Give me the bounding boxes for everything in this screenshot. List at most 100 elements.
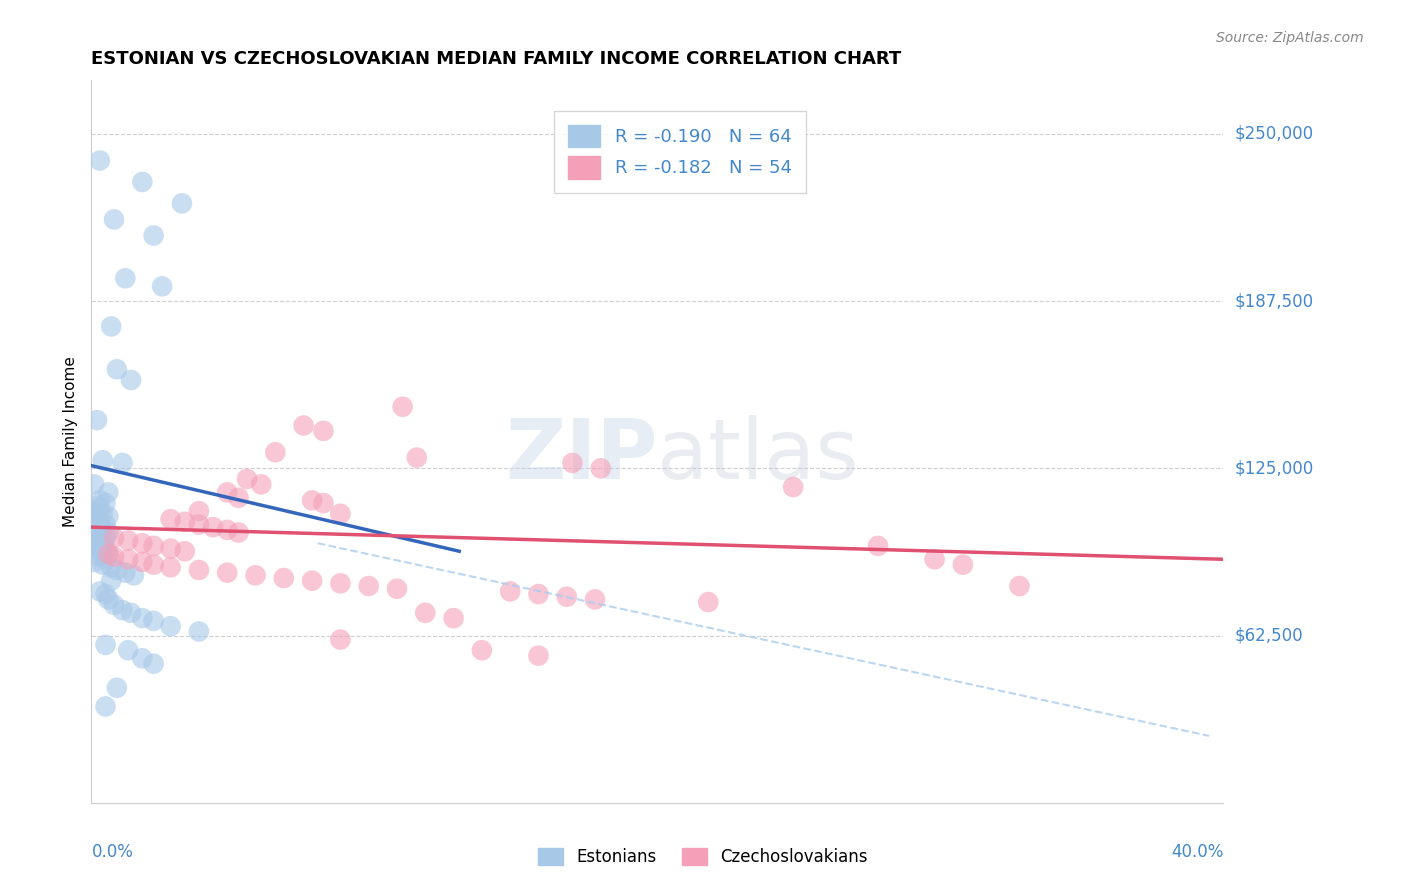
Point <box>159 619 181 633</box>
Point <box>312 496 335 510</box>
Point <box>173 544 195 558</box>
Point <box>217 523 239 537</box>
Point <box>329 576 352 591</box>
Point <box>159 512 181 526</box>
Text: ZIP: ZIP <box>505 416 657 497</box>
Point <box>89 153 111 168</box>
Point <box>103 212 125 227</box>
Point <box>187 563 209 577</box>
Point <box>924 552 946 566</box>
Point <box>83 539 105 553</box>
Point <box>236 472 259 486</box>
Point <box>561 456 583 470</box>
Text: ESTONIAN VS CZECHOSLOVAKIAN MEDIAN FAMILY INCOME CORRELATION CHART: ESTONIAN VS CZECHOSLOVAKIAN MEDIAN FAMIL… <box>91 50 901 68</box>
Point <box>97 485 120 500</box>
Point <box>245 568 267 582</box>
Point <box>782 480 804 494</box>
Point <box>866 539 889 553</box>
Point <box>86 512 108 526</box>
Point <box>187 624 209 639</box>
Point <box>83 555 105 569</box>
Point <box>264 445 287 459</box>
Point <box>292 418 315 433</box>
Y-axis label: Median Family Income: Median Family Income <box>63 356 79 527</box>
Point <box>89 515 111 529</box>
Point <box>471 643 494 657</box>
Point <box>329 507 352 521</box>
Point <box>555 590 578 604</box>
Text: $250,000: $250,000 <box>1234 125 1313 143</box>
Point <box>142 657 165 671</box>
Point <box>228 525 250 540</box>
Point <box>83 477 105 491</box>
Point <box>94 552 117 566</box>
Point <box>170 196 193 211</box>
Point <box>94 517 117 532</box>
Point <box>187 517 209 532</box>
Point <box>150 279 173 293</box>
Point <box>131 175 153 189</box>
Point <box>111 603 134 617</box>
Point <box>952 558 974 572</box>
Point <box>499 584 522 599</box>
Legend: Estonians, Czechoslovakians: Estonians, Czechoslovakians <box>531 841 875 873</box>
Text: $187,500: $187,500 <box>1234 292 1313 310</box>
Point <box>103 598 125 612</box>
Point <box>329 632 352 647</box>
Point <box>91 558 114 572</box>
Point <box>250 477 273 491</box>
Point <box>527 587 550 601</box>
Point <box>301 574 323 588</box>
Point <box>159 541 181 556</box>
Point <box>131 536 153 550</box>
Point <box>1008 579 1031 593</box>
Point <box>228 491 250 505</box>
Point <box>105 681 128 695</box>
Point <box>142 228 165 243</box>
Point <box>413 606 436 620</box>
Point <box>100 574 122 588</box>
Point <box>117 533 139 548</box>
Point <box>105 362 128 376</box>
Text: 40.0%: 40.0% <box>1171 843 1223 861</box>
Point <box>131 611 153 625</box>
Point <box>103 549 125 564</box>
Point <box>89 529 111 543</box>
Point <box>120 606 142 620</box>
Point <box>131 555 153 569</box>
Point <box>89 549 111 564</box>
Point <box>312 424 335 438</box>
Point <box>589 461 612 475</box>
Point <box>94 541 117 556</box>
Legend: R = -0.190   N = 64, R = -0.182   N = 54: R = -0.190 N = 64, R = -0.182 N = 54 <box>554 111 807 193</box>
Point <box>443 611 465 625</box>
Text: 0.0%: 0.0% <box>91 843 134 861</box>
Point <box>86 413 108 427</box>
Point <box>117 552 139 566</box>
Point <box>91 544 114 558</box>
Point <box>89 493 111 508</box>
Point <box>583 592 606 607</box>
Point <box>103 531 125 545</box>
Point <box>385 582 408 596</box>
Point <box>105 563 128 577</box>
Point <box>202 520 225 534</box>
Point <box>91 453 114 467</box>
Point <box>86 542 108 557</box>
Text: atlas: atlas <box>657 416 859 497</box>
Point <box>97 592 120 607</box>
Point <box>97 547 120 561</box>
Point <box>142 558 165 572</box>
Point <box>187 504 209 518</box>
Point <box>86 537 108 551</box>
Point <box>173 515 195 529</box>
Point <box>405 450 427 465</box>
Point <box>94 587 117 601</box>
Point <box>159 560 181 574</box>
Point <box>100 319 122 334</box>
Point <box>83 520 105 534</box>
Point <box>391 400 413 414</box>
Point <box>117 643 139 657</box>
Point <box>89 501 111 516</box>
Point <box>91 507 114 521</box>
